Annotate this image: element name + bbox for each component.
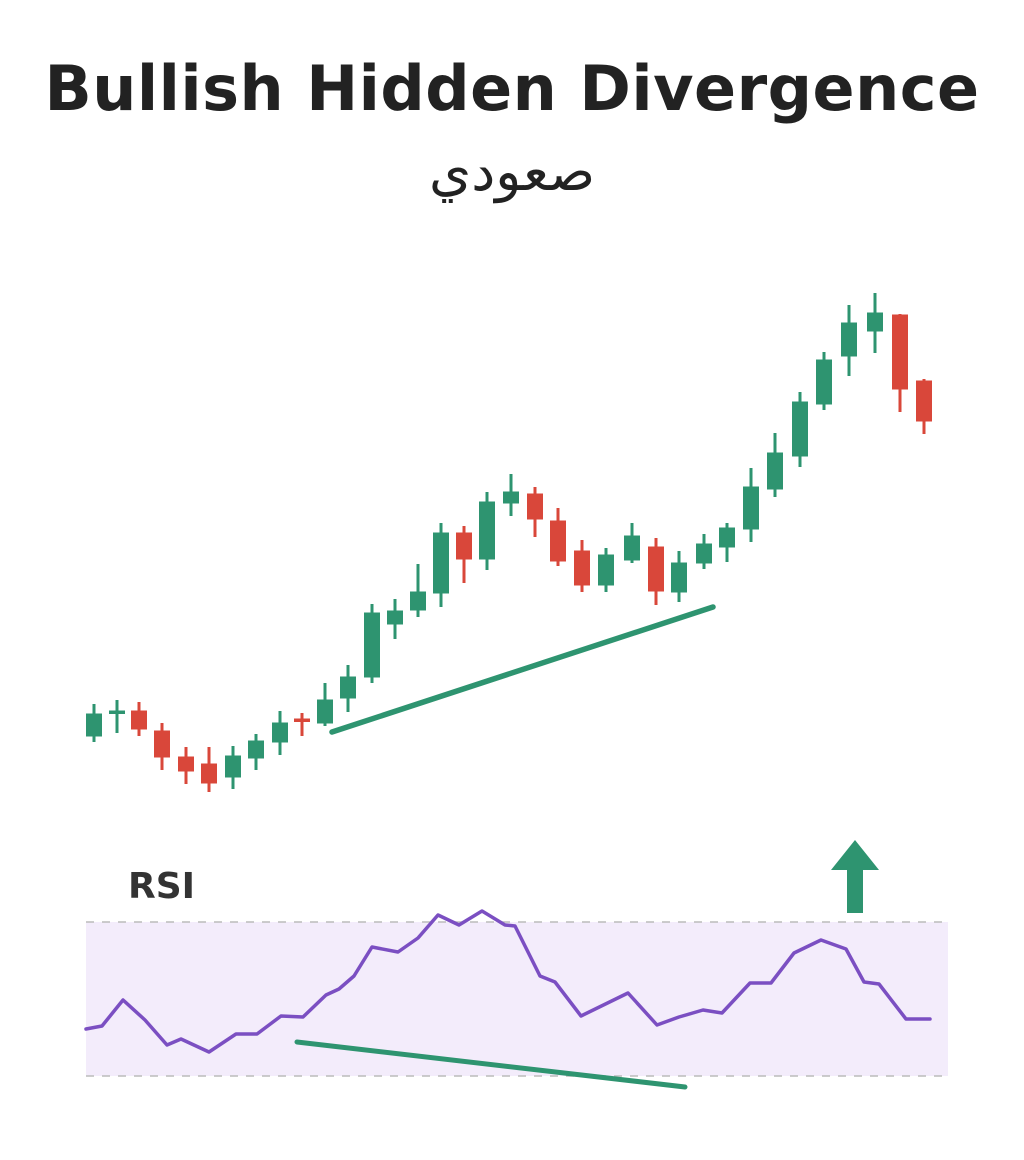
bullish-up-arrow-icon xyxy=(831,840,879,913)
candle xyxy=(248,734,264,770)
rsi-lower-low-trendline xyxy=(294,1039,688,1090)
candle xyxy=(178,747,194,784)
candle xyxy=(387,599,403,639)
candle xyxy=(201,747,217,792)
candle xyxy=(294,713,310,736)
candle xyxy=(433,523,449,607)
candle xyxy=(225,746,241,789)
candle xyxy=(550,508,566,566)
candle xyxy=(916,379,932,434)
candle xyxy=(892,314,908,412)
candle xyxy=(154,723,170,770)
candle xyxy=(743,468,759,542)
candle xyxy=(867,293,883,353)
candle xyxy=(86,704,102,742)
candle xyxy=(816,352,832,410)
price-higher-low-trendline xyxy=(329,604,716,735)
candle xyxy=(841,305,857,376)
rsi-band xyxy=(86,921,948,1077)
candle xyxy=(792,392,808,467)
candle xyxy=(719,523,735,562)
candle xyxy=(671,551,687,602)
candle xyxy=(648,538,664,605)
rsi-panel-label: RSI xyxy=(128,866,196,907)
candle xyxy=(272,711,288,755)
candle xyxy=(696,534,712,569)
candle xyxy=(479,492,495,570)
candle xyxy=(624,523,640,563)
candle xyxy=(767,433,783,497)
chart-title: Bullish Hidden Divergence xyxy=(44,52,980,125)
candle xyxy=(364,604,380,683)
candle xyxy=(574,540,590,592)
candle xyxy=(503,474,519,516)
rsi-line xyxy=(84,909,932,1054)
candle xyxy=(109,700,125,733)
candle xyxy=(340,665,356,712)
candle xyxy=(456,526,472,583)
candle xyxy=(527,487,543,537)
candle xyxy=(410,564,426,617)
price-candlesticks xyxy=(86,293,932,792)
candle xyxy=(317,683,333,726)
chart-subtitle: صعودي xyxy=(428,140,596,203)
candle xyxy=(131,702,147,736)
candle xyxy=(598,548,614,592)
